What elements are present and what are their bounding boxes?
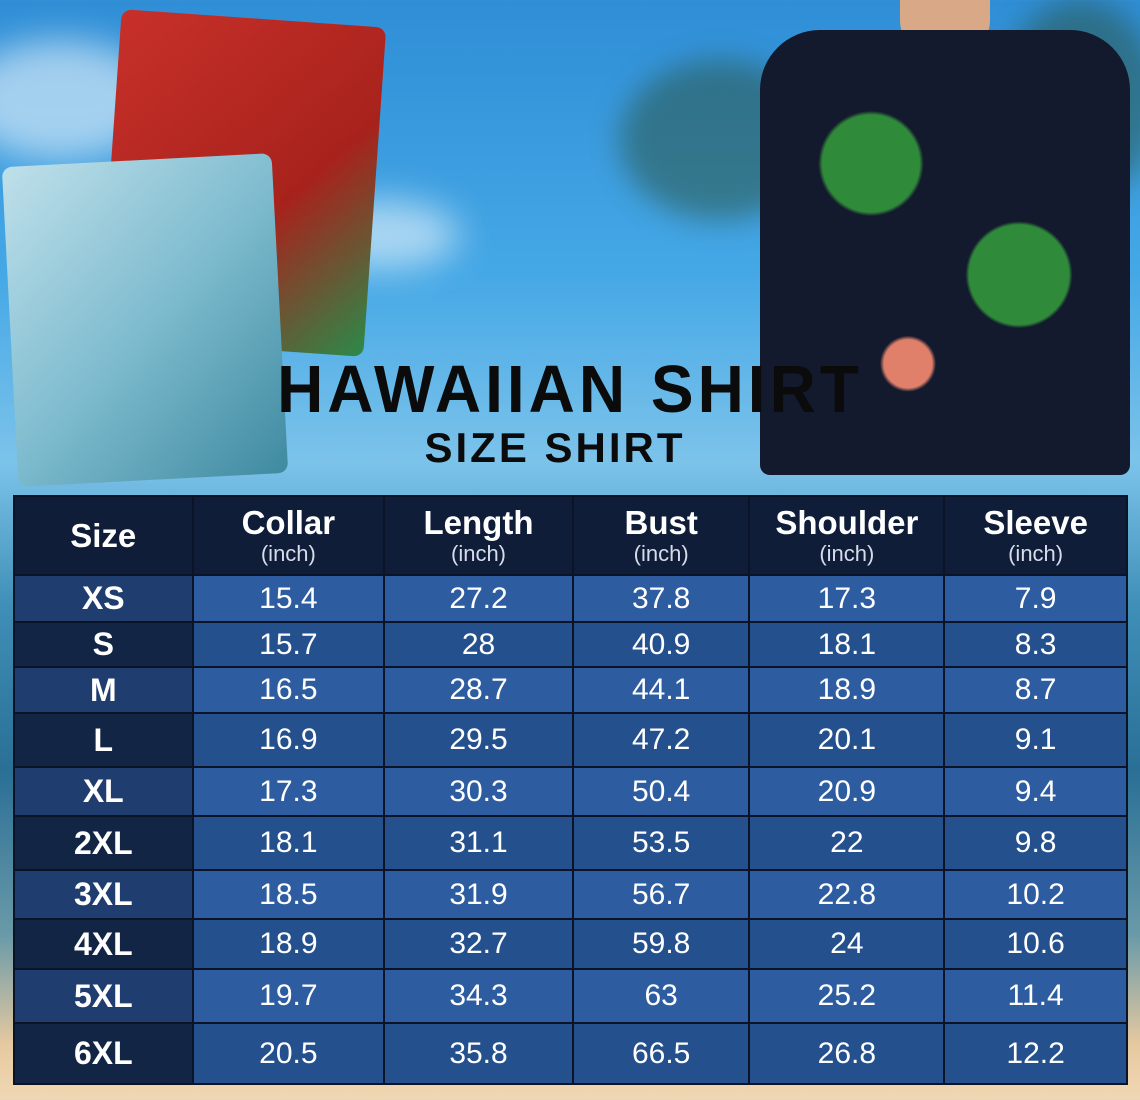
measurement-cell: 15.7: [191, 621, 386, 668]
measurement-cell: 53.5: [571, 815, 751, 871]
measurement-cell: 12.2: [943, 1022, 1128, 1085]
header-label: Bust: [624, 504, 698, 541]
size-cell: 6XL: [13, 1022, 194, 1085]
table-row: 2XL 18.1 31.1 53.5 22 9.8: [13, 815, 1128, 871]
table-row: XL 17.3 30.3 50.4 20.9 9.4: [13, 766, 1128, 817]
measurement-cell: 20.1: [748, 712, 946, 768]
measurement-cell: 9.1: [943, 712, 1128, 768]
header-label: Sleeve: [983, 504, 1088, 541]
header-size: Size: [13, 495, 194, 576]
size-cell: M: [13, 666, 194, 714]
header-unit: (inch): [260, 541, 316, 566]
header-length: Length (inch): [383, 495, 574, 576]
measurement-cell: 16.9: [191, 712, 386, 768]
header-unit: (inch): [1008, 541, 1064, 566]
measurement-cell: 40.9: [571, 621, 751, 668]
size-cell: XL: [13, 766, 194, 817]
table-row: 6XL 20.5 35.8 66.5 26.8 12.2: [13, 1022, 1128, 1085]
size-cell: 3XL: [13, 869, 194, 920]
measurement-cell: 24: [748, 918, 946, 970]
measurement-cell: 10.2: [943, 869, 1128, 920]
measurement-cell: 30.3: [383, 766, 574, 817]
measurement-cell: 37.8: [571, 574, 751, 623]
measurement-cell: 16.5: [191, 666, 386, 714]
measurement-cell: 35.8: [383, 1022, 574, 1085]
table-row: 5XL 19.7 34.3 63 25.2 11.4: [13, 968, 1128, 1024]
measurement-cell: 18.5: [191, 869, 386, 920]
table-row: XS 15.4 27.2 37.8 17.3 7.9: [13, 574, 1128, 623]
measurement-cell: 20.5: [191, 1022, 386, 1085]
measurement-cell: 47.2: [571, 712, 751, 768]
header-collar: Collar (inch): [191, 495, 386, 576]
table-row: M 16.5 28.7 44.1 18.9 8.7: [13, 666, 1128, 714]
measurement-cell: 34.3: [383, 968, 574, 1024]
measurement-cell: 22.8: [748, 869, 946, 920]
header-unit: (inch): [819, 541, 875, 566]
table-row: 4XL 18.9 32.7 59.8 24 10.6: [13, 918, 1128, 970]
measurement-cell: 22: [748, 815, 946, 871]
measurement-cell: 28.7: [383, 666, 574, 714]
measurement-cell: 10.6: [943, 918, 1128, 970]
measurement-cell: 8.3: [943, 621, 1128, 668]
header-bust: Bust (inch): [571, 495, 751, 576]
measurement-cell: 31.1: [383, 815, 574, 871]
measurement-cell: 29.5: [383, 712, 574, 768]
measurement-cell: 18.1: [748, 621, 946, 668]
size-cell: S: [13, 621, 194, 668]
header-unit: (inch): [633, 541, 689, 566]
measurement-cell: 25.2: [748, 968, 946, 1024]
measurement-cell: 44.1: [571, 666, 751, 714]
measurement-cell: 27.2: [383, 574, 574, 623]
measurement-cell: 20.9: [748, 766, 946, 817]
header-label: Length: [423, 504, 534, 541]
measurement-cell: 7.9: [943, 574, 1128, 623]
table-header-row: Size Collar (inch) Length (inch) Bust (inch…: [13, 495, 1128, 576]
measurement-cell: 18.9: [748, 666, 946, 714]
size-cell: 2XL: [13, 815, 194, 871]
page-subtitle: SIZE SHIRT: [424, 424, 686, 471]
table-row: 3XL 18.5 31.9 56.7 22.8 10.2: [13, 869, 1128, 920]
measurement-cell: 26.8: [748, 1022, 946, 1085]
header-shoulder: Shoulder (inch): [748, 495, 946, 576]
measurement-cell: 9.4: [943, 766, 1128, 817]
measurement-cell: 50.4: [571, 766, 751, 817]
size-cell: L: [13, 712, 194, 768]
model-flamingo-shirt-image: [760, 30, 1130, 475]
measurement-cell: 28: [383, 621, 574, 668]
measurement-cell: 8.7: [943, 666, 1128, 714]
header-sleeve: Sleeve (inch): [943, 495, 1128, 576]
size-cell: 5XL: [13, 968, 194, 1024]
header-label: Shoulder: [775, 504, 919, 541]
header-label: Collar: [241, 504, 336, 541]
table-row: S 15.7 28 40.9 18.1 8.3: [13, 621, 1128, 668]
header-unit: (inch): [451, 541, 507, 566]
size-chart-table: Size Collar (inch) Length (inch) Bust (inch…: [13, 495, 1128, 1085]
measurement-cell: 18.9: [191, 918, 386, 970]
measurement-cell: 17.3: [748, 574, 946, 623]
measurement-cell: 56.7: [571, 869, 751, 920]
measurement-cell: 9.8: [943, 815, 1128, 871]
measurement-cell: 15.4: [191, 574, 386, 623]
measurement-cell: 31.9: [383, 869, 574, 920]
measurement-cell: 63: [571, 968, 751, 1024]
measurement-cell: 32.7: [383, 918, 574, 970]
measurement-cell: 11.4: [943, 968, 1128, 1024]
measurement-cell: 66.5: [571, 1022, 751, 1085]
page-title: HAWAIIAN SHIRT: [277, 351, 863, 427]
table-row: L 16.9 29.5 47.2 20.1 9.1: [13, 712, 1128, 768]
measurement-cell: 17.3: [191, 766, 386, 817]
header-label: Size: [70, 517, 137, 554]
size-cell: XS: [13, 574, 194, 623]
size-cell: 4XL: [13, 918, 194, 970]
measurement-cell: 18.1: [191, 815, 386, 871]
measurement-cell: 19.7: [191, 968, 386, 1024]
measurement-cell: 59.8: [571, 918, 751, 970]
